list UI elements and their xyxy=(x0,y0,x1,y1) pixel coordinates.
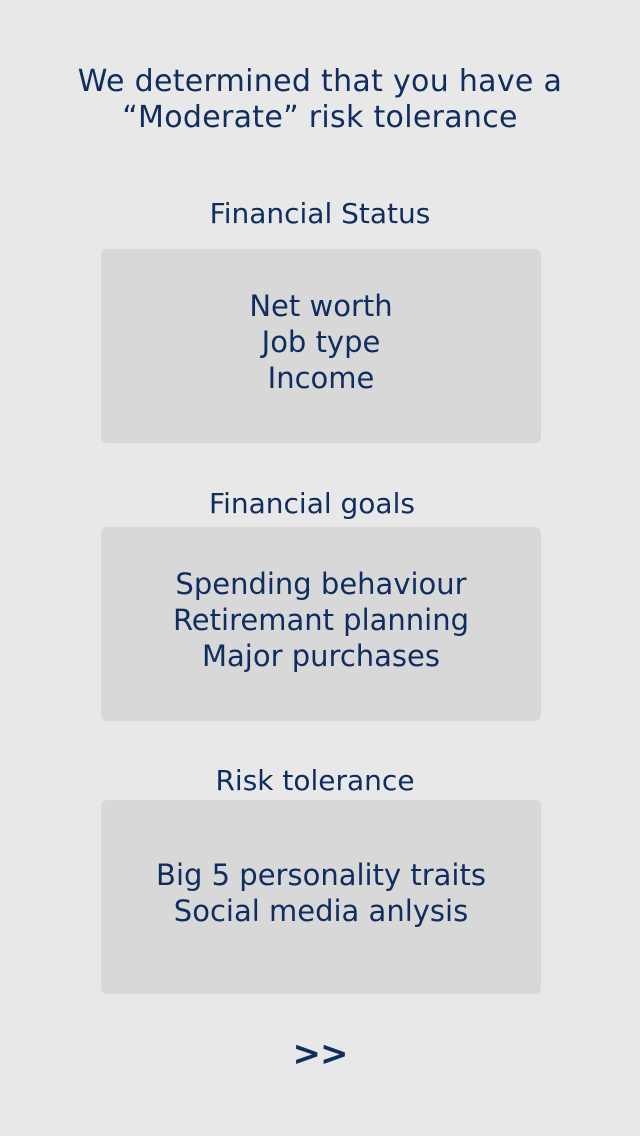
section-title-risk-tolerance: Risk tolerance xyxy=(215,764,415,797)
card-risk-tolerance-items: Big 5 personality traits Social media an… xyxy=(101,857,541,929)
card-risk-tolerance: Big 5 personality traits Social media an… xyxy=(101,800,541,994)
section-title-financial-status: Financial Status xyxy=(209,197,431,230)
list-item: Big 5 personality traits xyxy=(156,858,486,892)
headline-line-1: We determined that you have a xyxy=(77,64,563,99)
list-item: Spending behaviour xyxy=(175,567,467,601)
list-item: Job type xyxy=(261,325,381,359)
card-financial-goals: Spending behaviour Retiremant planning M… xyxy=(101,527,541,721)
next-button[interactable]: >> xyxy=(292,1034,349,1074)
list-item: Retiremant planning xyxy=(172,603,470,637)
card-financial-status: Net worth Job type Income xyxy=(101,249,541,443)
risk-result-headline: We determined that you have a “Moderate”… xyxy=(40,64,600,136)
section-title-financial-goals: Financial goals xyxy=(209,487,415,520)
list-item: Net worth xyxy=(249,289,393,323)
headline-line-2: “Moderate” risk tolerance xyxy=(122,100,518,135)
card-financial-status-items: Net worth Job type Income xyxy=(101,288,541,396)
card-financial-goals-items: Spending behaviour Retiremant planning M… xyxy=(101,566,541,674)
list-item: Social media anlysis xyxy=(173,894,469,928)
list-item: Income xyxy=(267,361,375,395)
list-item: Major purchases xyxy=(202,639,440,673)
